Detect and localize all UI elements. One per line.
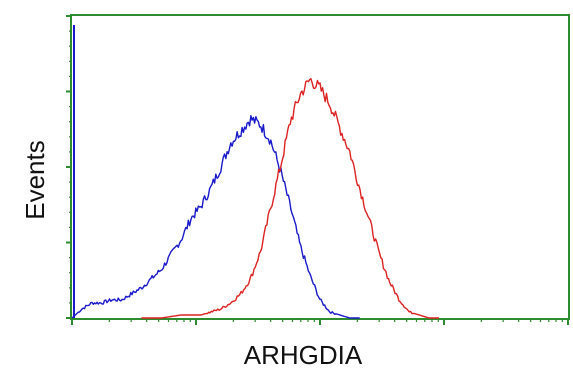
y-axis-label: Events bbox=[20, 140, 50, 220]
plot-frame bbox=[70, 14, 570, 320]
series-layer bbox=[71, 25, 439, 319]
axis-ticks bbox=[66, 15, 569, 325]
series-1-line bbox=[71, 115, 360, 319]
series-2-line bbox=[141, 78, 439, 319]
x-axis-label: ARHGDIA bbox=[244, 340, 363, 370]
